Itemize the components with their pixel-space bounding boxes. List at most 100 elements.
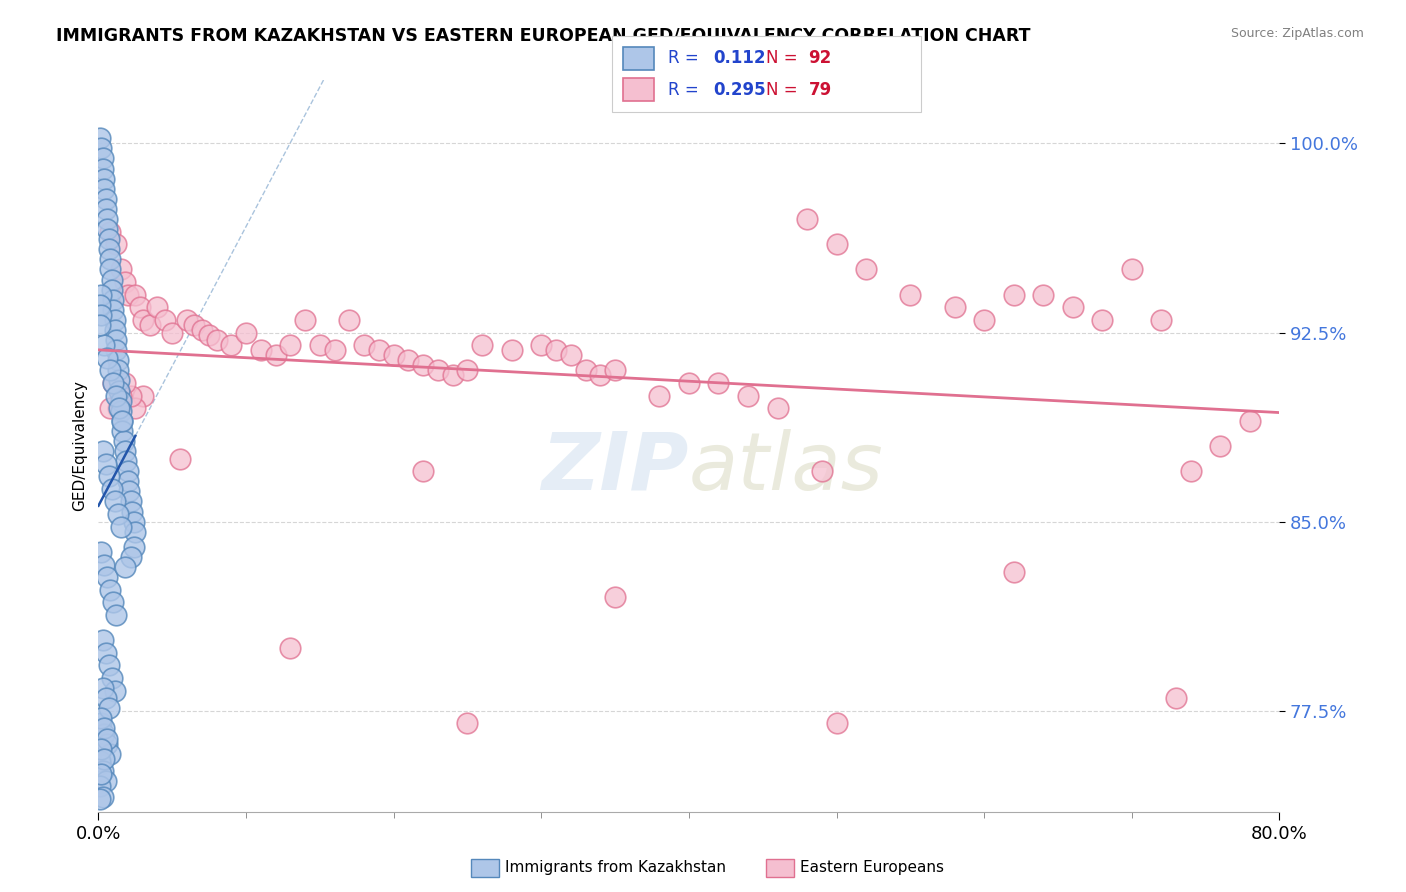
Point xyxy=(94,646,117,660)
Point xyxy=(1209,439,1232,453)
Point xyxy=(117,475,139,489)
Point xyxy=(91,764,114,779)
Point xyxy=(93,171,115,186)
Point xyxy=(114,444,136,458)
Point xyxy=(93,722,115,736)
Point xyxy=(94,774,117,789)
Point xyxy=(90,716,112,731)
Point xyxy=(111,424,134,438)
Point xyxy=(117,287,139,301)
Point xyxy=(114,376,136,390)
Point xyxy=(1180,464,1202,478)
Point xyxy=(120,388,142,402)
Point xyxy=(93,338,115,352)
Point xyxy=(198,328,221,343)
Point xyxy=(94,202,117,216)
Point xyxy=(120,549,142,564)
Text: 92: 92 xyxy=(808,49,832,68)
Point xyxy=(900,287,922,301)
Point xyxy=(678,376,700,390)
Point xyxy=(183,318,205,332)
Point xyxy=(96,212,118,227)
Point xyxy=(162,326,183,340)
Point xyxy=(90,741,112,756)
Point xyxy=(89,318,111,332)
Text: 79: 79 xyxy=(808,80,832,99)
Point xyxy=(98,225,121,239)
Point xyxy=(382,348,405,362)
Point xyxy=(104,323,127,337)
Text: R =: R = xyxy=(668,49,704,68)
Point xyxy=(107,363,129,377)
Point xyxy=(105,333,128,347)
Point xyxy=(103,595,125,609)
Point xyxy=(96,351,118,365)
Point xyxy=(93,726,115,740)
Point xyxy=(132,313,155,327)
Point xyxy=(855,262,877,277)
Text: 0.295: 0.295 xyxy=(713,80,765,99)
Point xyxy=(90,141,112,155)
Point xyxy=(108,373,131,387)
Point xyxy=(766,401,789,416)
Point xyxy=(280,640,302,655)
Point xyxy=(810,464,832,478)
Point xyxy=(100,283,122,297)
Text: N =: N = xyxy=(766,80,803,99)
Point xyxy=(98,401,121,416)
Point xyxy=(128,300,150,314)
Point xyxy=(110,262,132,277)
Point xyxy=(94,691,117,706)
Point xyxy=(427,363,450,377)
Point xyxy=(589,368,612,383)
Text: IMMIGRANTS FROM KAZAKHSTAN VS EASTERN EUROPEAN GED/EQUIVALENCY CORRELATION CHART: IMMIGRANTS FROM KAZAKHSTAN VS EASTERN EU… xyxy=(56,27,1031,45)
Point xyxy=(89,756,111,771)
Point xyxy=(111,414,134,428)
Point xyxy=(93,182,115,196)
Point xyxy=(546,343,568,358)
Point xyxy=(97,658,120,673)
Point xyxy=(94,192,117,206)
Point xyxy=(737,388,759,402)
Point xyxy=(339,313,361,327)
Point xyxy=(560,348,582,362)
Point xyxy=(501,343,523,358)
Point xyxy=(108,384,131,398)
Point xyxy=(100,272,122,286)
Point xyxy=(471,338,494,352)
Point xyxy=(825,716,848,731)
Point xyxy=(89,780,111,794)
Point xyxy=(1150,313,1173,327)
Point xyxy=(97,242,120,256)
Point xyxy=(441,368,464,383)
Point xyxy=(368,343,391,358)
Point xyxy=(796,212,818,227)
Point xyxy=(93,752,115,766)
Point xyxy=(412,359,434,373)
Point xyxy=(90,545,112,559)
Point xyxy=(90,308,112,322)
Point xyxy=(103,302,125,317)
Point xyxy=(1166,691,1188,706)
Point xyxy=(96,222,118,236)
Point xyxy=(398,353,420,368)
Text: atlas: atlas xyxy=(689,429,884,507)
Point xyxy=(89,131,111,145)
Point xyxy=(221,338,243,352)
Point xyxy=(176,313,198,327)
Point xyxy=(107,353,129,368)
Point xyxy=(110,519,132,533)
Point xyxy=(120,494,142,508)
Point xyxy=(93,558,115,572)
Point xyxy=(100,482,122,496)
Point xyxy=(97,701,120,715)
Point xyxy=(107,401,129,416)
Point xyxy=(97,232,120,246)
Point xyxy=(943,300,966,314)
Point xyxy=(124,524,146,539)
Point xyxy=(294,313,316,327)
Point xyxy=(105,343,128,358)
Point xyxy=(139,318,162,332)
Point xyxy=(605,363,627,377)
Point xyxy=(110,403,132,417)
